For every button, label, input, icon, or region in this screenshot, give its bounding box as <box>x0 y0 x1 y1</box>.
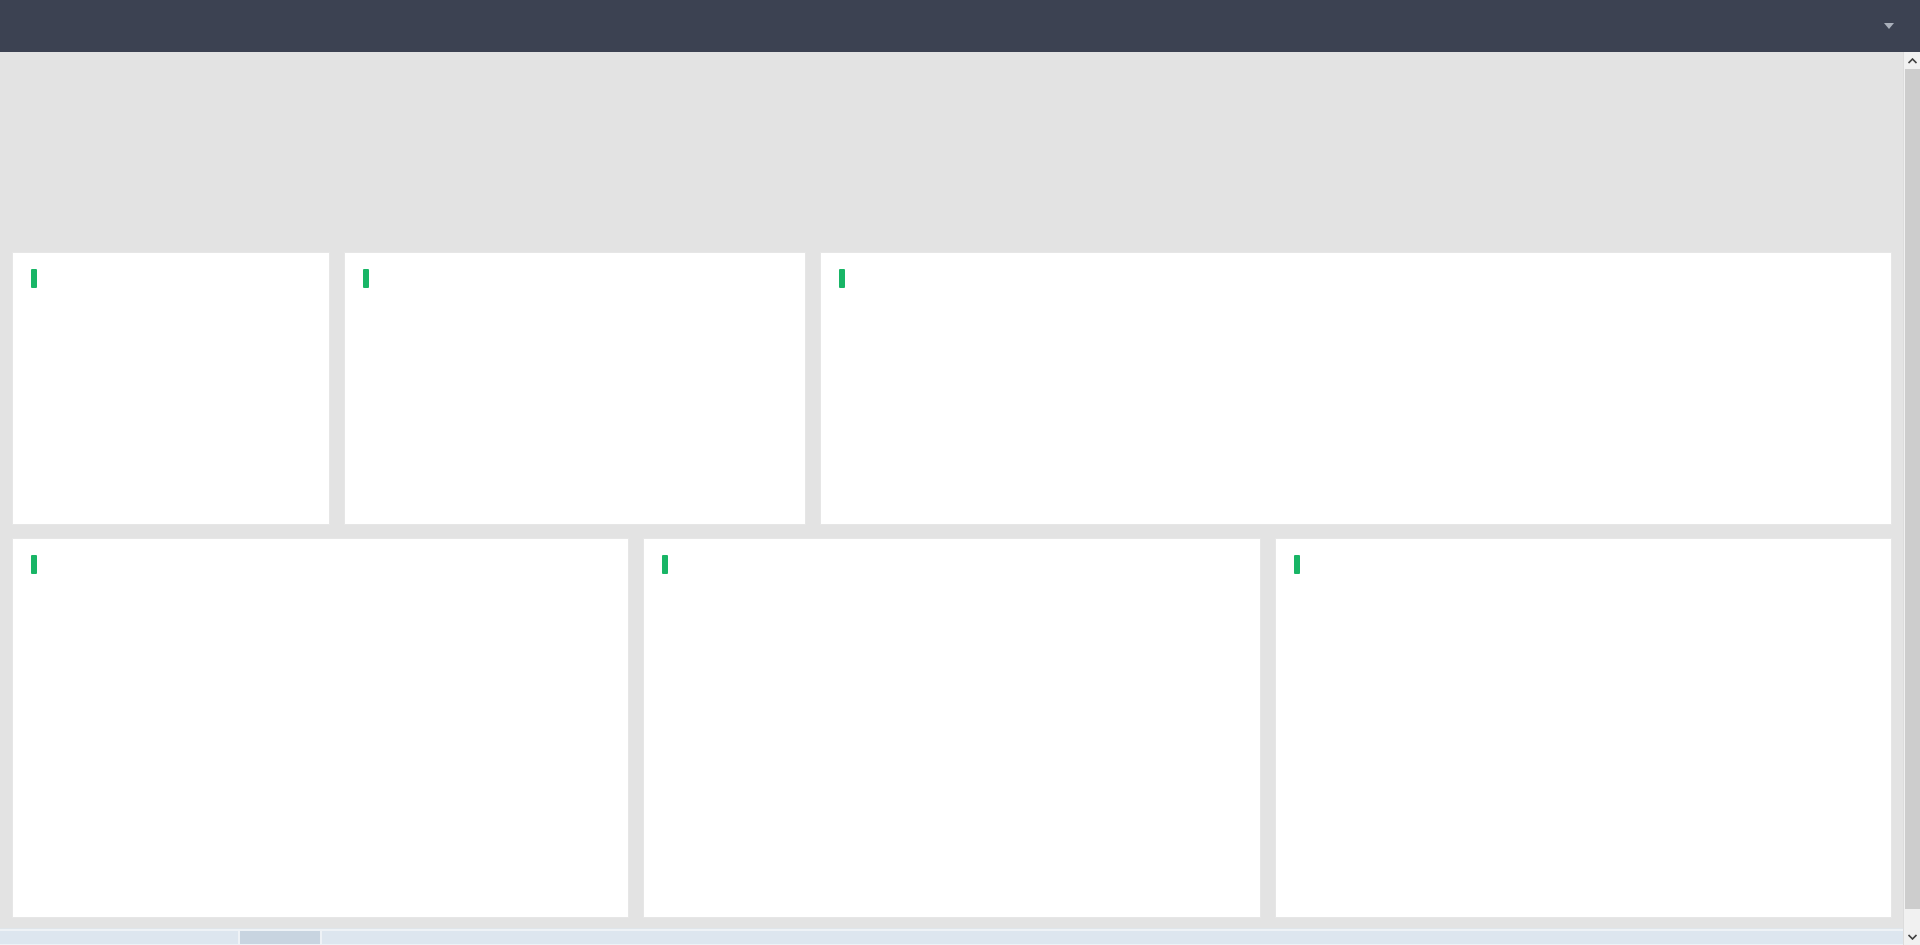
monthly-bar-chart <box>1276 583 1891 913</box>
scroll-up-arrow[interactable] <box>1904 52 1920 69</box>
alarm-type-distribution-panel <box>344 252 806 525</box>
panel-title <box>1276 539 1891 574</box>
chevron-down-icon <box>1884 23 1894 29</box>
middle-row <box>12 252 1892 525</box>
horizontal-scrollbar[interactable] <box>0 928 1903 945</box>
radar-chart <box>345 261 807 521</box>
panel-title <box>13 253 329 288</box>
vertical-scrollbar[interactable] <box>1903 52 1920 945</box>
top10-line-chart <box>13 583 628 913</box>
horizontal-scroll-thumb[interactable] <box>240 931 320 944</box>
panel-title <box>644 539 1259 574</box>
monthly-warning-summary-panel <box>1274 538 1892 918</box>
panel-title <box>821 253 1891 288</box>
scroll-down-arrow[interactable] <box>1904 928 1920 945</box>
stat-card-row <box>12 62 1892 237</box>
top-navigation-bar <box>0 0 1920 52</box>
region-selector[interactable] <box>1870 23 1894 29</box>
donut-chart <box>13 315 331 515</box>
vertical-scroll-thumb[interactable] <box>1905 69 1920 909</box>
realtime-alarm-panel <box>820 252 1892 525</box>
hscroll-track-right[interactable] <box>322 931 1903 944</box>
bottom-row <box>12 538 1892 918</box>
top5-line-chart <box>644 583 1259 913</box>
panel-title <box>13 539 628 574</box>
warning-level-distribution-panel <box>12 252 330 525</box>
daily-alarm-top5-panel <box>643 538 1261 918</box>
region-alarm-top10-panel <box>12 538 630 918</box>
hscroll-track-left[interactable] <box>0 931 238 944</box>
